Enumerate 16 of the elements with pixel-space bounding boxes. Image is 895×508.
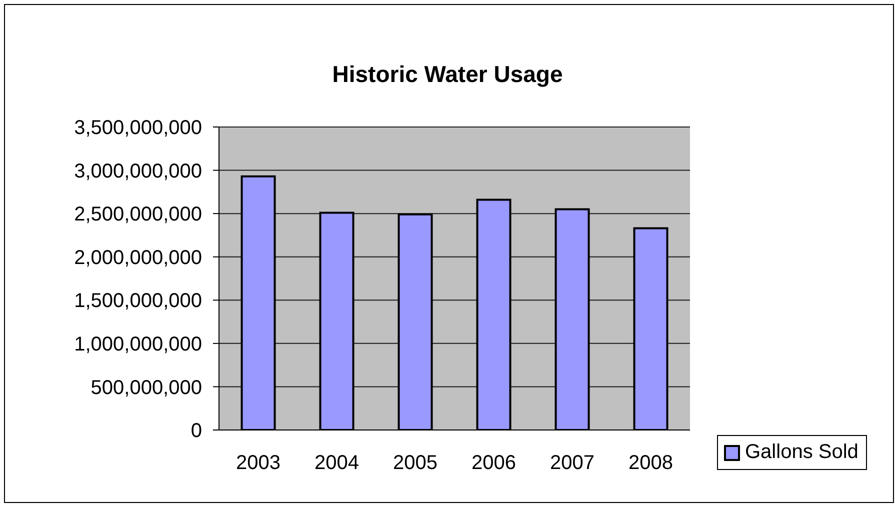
legend-label: Gallons Sold <box>745 441 858 464</box>
chart-title: Historic Water Usage <box>331 61 564 88</box>
y-tick-label: 1,500,000,000 <box>74 290 202 312</box>
y-tick-label: 2,000,000,000 <box>74 246 202 269</box>
x-tick-label: 2003 <box>236 452 280 474</box>
y-tick-label: 1,000,000,000 <box>74 334 202 356</box>
x-tick-label: 2005 <box>393 452 438 474</box>
x-tick-label: 2006 <box>472 452 516 474</box>
x-tick-label: 2004 <box>314 452 359 474</box>
x-tick-label: 2007 <box>550 452 594 474</box>
y-tick-label: 2,500,000,000 <box>74 204 202 226</box>
y-tick-label: 3,500,000,000 <box>74 117 202 140</box>
y-tick-label: 3,000,000,000 <box>74 160 202 182</box>
x-tick-label: 2008 <box>628 452 673 474</box>
y-tick-label: 0 <box>190 420 202 442</box>
y-tick-label: 500,000,000 <box>90 376 202 399</box>
